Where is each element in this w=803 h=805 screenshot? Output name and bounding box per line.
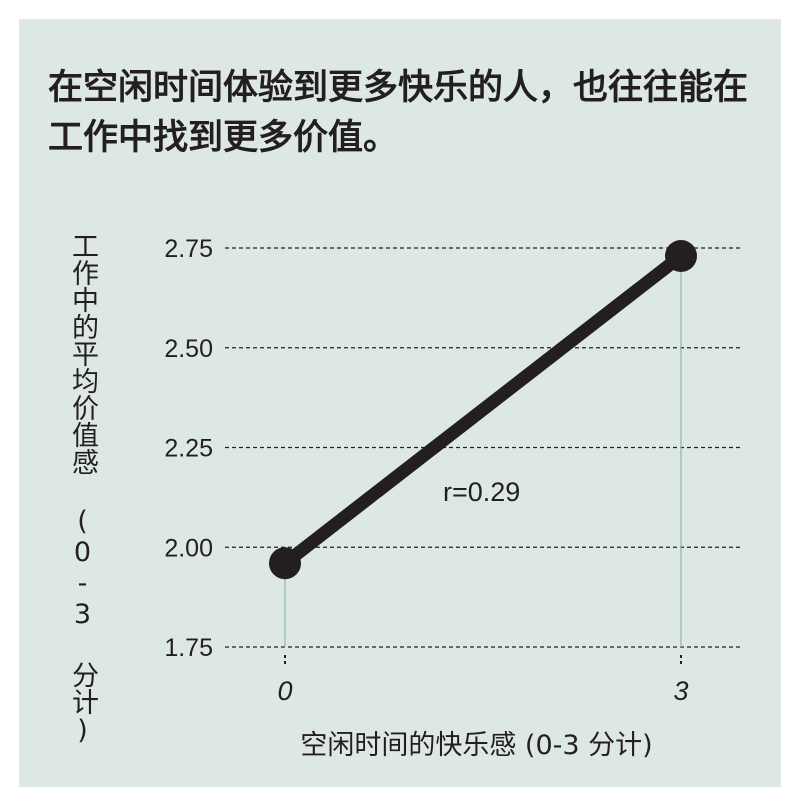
correlation-annotation: r=0.29: [443, 477, 520, 507]
y-tick-labels: 1.75 2.00 2.25 2.50 2.75: [164, 235, 213, 662]
chart-panel: [19, 19, 781, 787]
y-tick-label: 2.75: [164, 235, 213, 263]
y-axis-label: 工作中的平均价值感 (0-3 分计): [67, 232, 98, 746]
y-tick-label: 2.50: [164, 335, 213, 363]
x-axis-label: 空闲时间的快乐感 (0-3 分计): [300, 730, 653, 761]
x-tick-label: 0: [277, 676, 292, 706]
chart-title: 在空闲时间体验到更多快乐的人，也往往能在工作中找到更多价值。: [48, 68, 749, 158]
guide-lines: [284, 255, 682, 667]
y-tick-label: 2.00: [164, 534, 213, 562]
y-tick-label: 2.25: [164, 435, 213, 463]
y-tick-label: 1.75: [164, 634, 213, 662]
series-line: [278, 249, 688, 570]
x-tick-label: 3: [673, 676, 688, 706]
data-point: [665, 239, 697, 272]
grid-lines: [225, 247, 742, 648]
series-group: [269, 239, 697, 580]
data-point: [269, 547, 301, 580]
